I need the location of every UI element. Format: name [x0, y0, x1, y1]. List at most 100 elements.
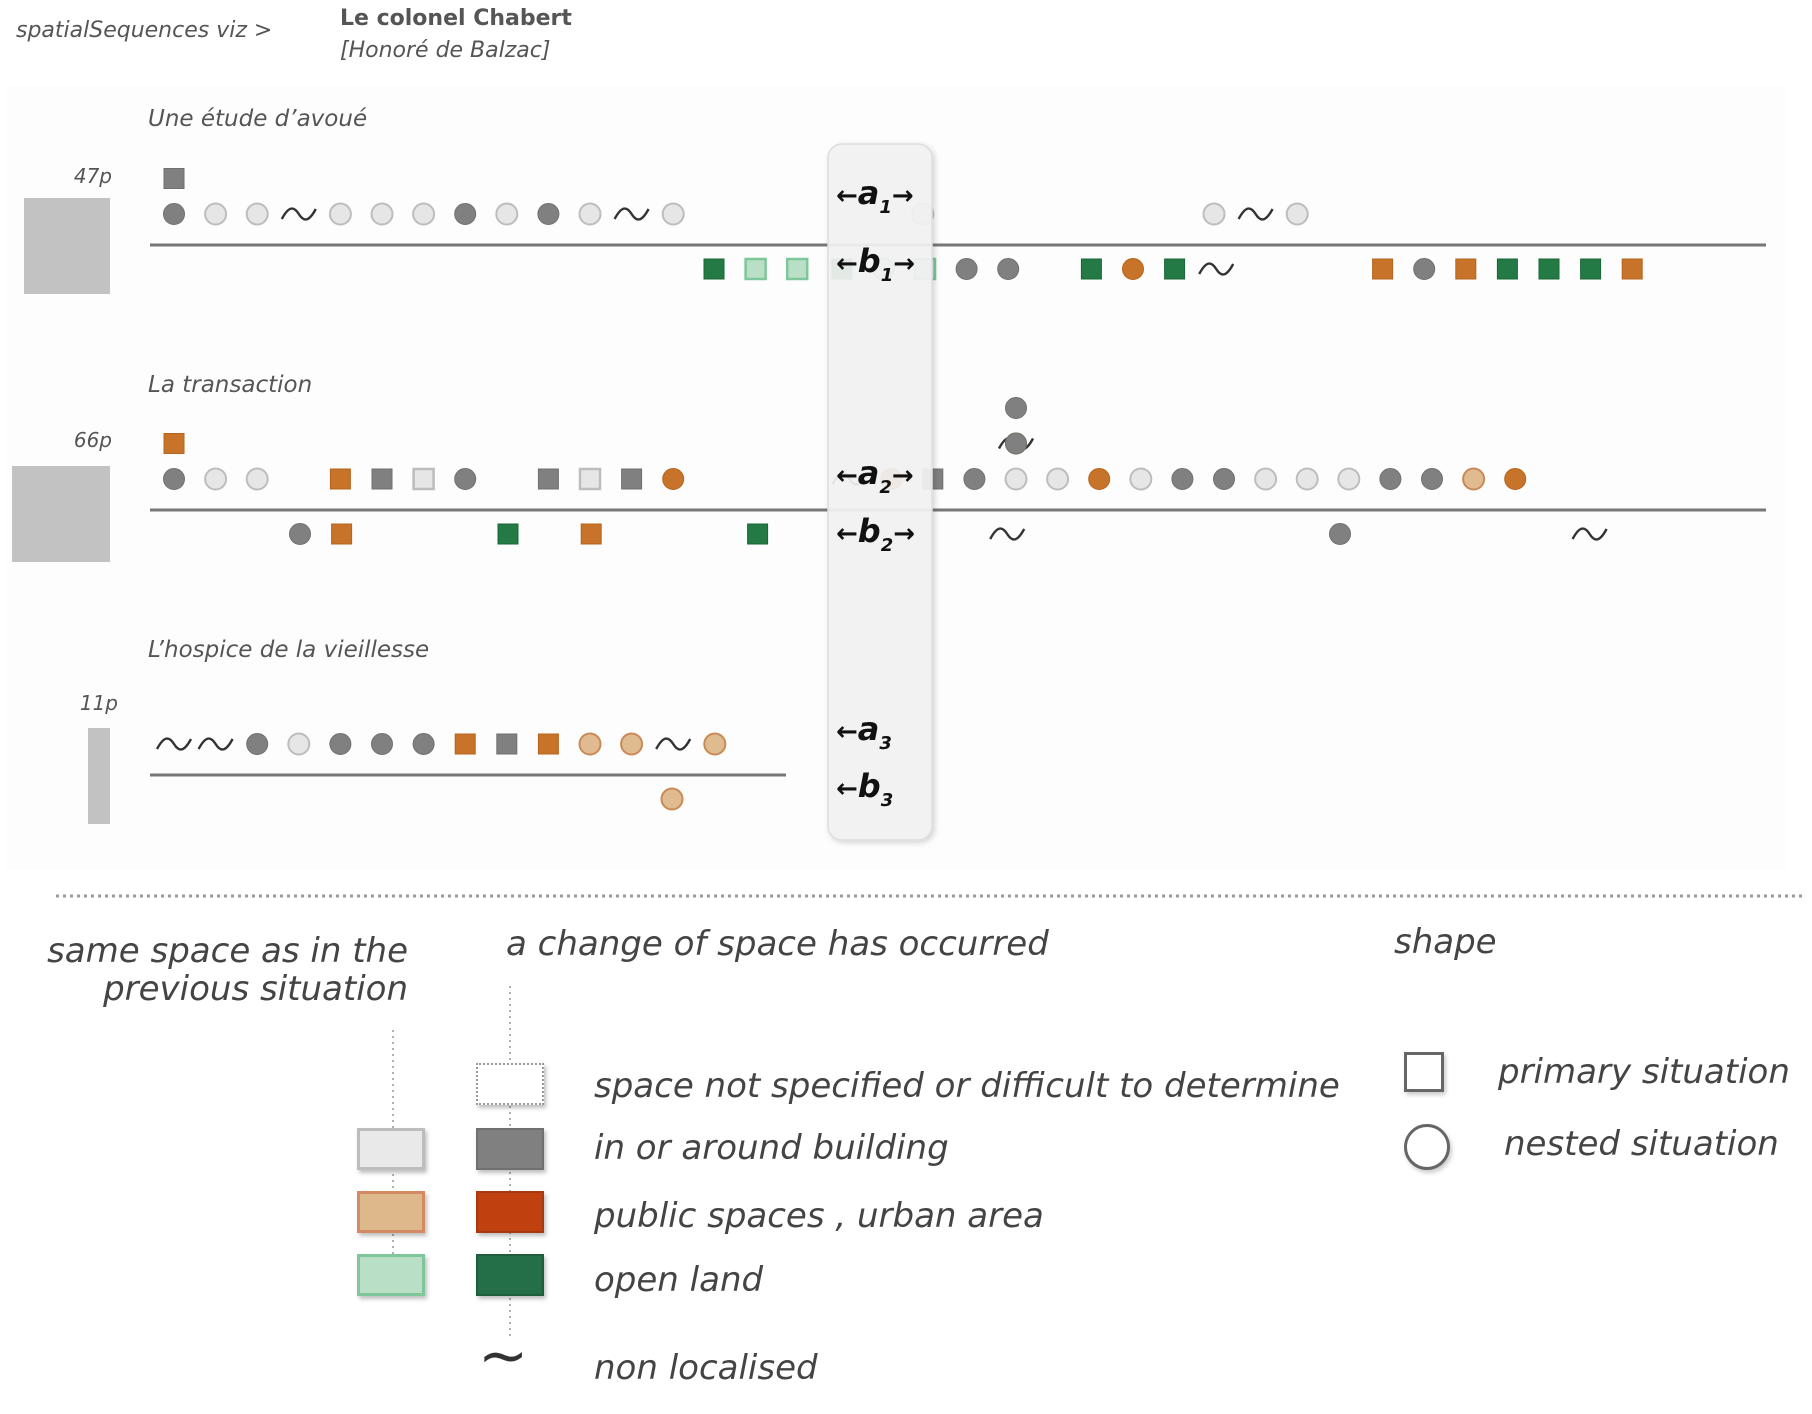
situation-circle[interactable] — [371, 733, 393, 755]
selection-band[interactable] — [827, 143, 933, 841]
situation-circle[interactable] — [204, 467, 228, 491]
situation-circle[interactable] — [578, 202, 602, 226]
situation-circle[interactable] — [1504, 468, 1527, 490]
situation-square[interactable] — [1496, 258, 1518, 280]
situation-square[interactable] — [1621, 258, 1643, 280]
situation-circle[interactable] — [1213, 468, 1235, 490]
situation-square[interactable] — [537, 733, 559, 755]
situation-circle[interactable] — [1122, 258, 1144, 280]
situation-square[interactable] — [496, 733, 518, 755]
marker-right-arrow: → — [893, 519, 915, 549]
marker-letter: a — [858, 710, 880, 748]
situation-circle[interactable] — [454, 468, 477, 490]
situation-square[interactable] — [1164, 258, 1186, 280]
marker-left-arrow: ← — [836, 181, 858, 211]
swatch-open-change — [476, 1254, 544, 1296]
situation-circle[interactable] — [289, 523, 311, 545]
situation-circle[interactable] — [328, 202, 352, 226]
situation-square[interactable] — [1080, 258, 1102, 280]
situation-square[interactable] — [1538, 258, 1560, 280]
situation-circle[interactable] — [1005, 432, 1027, 455]
situation-circle[interactable] — [1171, 468, 1194, 490]
situation-circle[interactable] — [703, 732, 727, 756]
situation-circle[interactable] — [1285, 202, 1309, 226]
situation-circle[interactable] — [1202, 202, 1226, 226]
situation-circle[interactable] — [246, 733, 269, 755]
section-length-bar — [12, 466, 110, 562]
marker-label-a1[interactable]: ←a1→ — [836, 174, 914, 218]
situation-square[interactable] — [578, 467, 602, 491]
marker-left-arrow: ← — [836, 461, 858, 491]
situation-circle[interactable] — [287, 732, 311, 756]
situation-circle[interactable] — [245, 202, 269, 226]
situation-circle[interactable] — [1379, 468, 1402, 490]
marker-label-b1[interactable]: ←b1→ — [836, 242, 915, 286]
situation-circle[interactable] — [1005, 397, 1027, 419]
situation-circle[interactable] — [955, 258, 978, 280]
marker-letter: b — [858, 767, 881, 805]
situation-circle[interactable] — [537, 203, 560, 225]
marker-letter: b — [858, 242, 881, 280]
situation-circle[interactable] — [1329, 523, 1351, 545]
situation-square[interactable] — [497, 523, 519, 545]
situation-circle[interactable] — [578, 732, 602, 756]
situation-square[interactable] — [621, 468, 643, 490]
situation-circle[interactable] — [370, 202, 394, 226]
situation-square[interactable] — [371, 468, 393, 490]
situation-circle[interactable] — [163, 203, 185, 225]
marker-text: ←b2→ — [836, 512, 915, 556]
situation-circle[interactable] — [163, 468, 185, 490]
situation-circle[interactable] — [620, 732, 644, 756]
situation-circle[interactable] — [1462, 467, 1486, 491]
situation-square[interactable] — [454, 733, 476, 755]
breadcrumb[interactable]: spatialSequences viz > — [16, 18, 273, 43]
situation-square[interactable] — [1580, 258, 1602, 280]
marker-label-b3[interactable]: ←b3 — [836, 767, 893, 811]
situation-circle[interactable] — [1088, 468, 1111, 490]
situation-circle[interactable] — [1254, 467, 1278, 491]
situation-circle[interactable] — [662, 468, 685, 490]
situation-circle[interactable] — [245, 467, 269, 491]
section-1: Une étude d’avoué 47p — [24, 106, 1766, 294]
situation-square[interactable] — [785, 257, 809, 281]
situation-square[interactable] — [412, 467, 435, 491]
situation-square[interactable] — [1372, 258, 1394, 280]
situation-circle[interactable] — [329, 733, 352, 755]
situation-circle[interactable] — [412, 733, 435, 755]
marker-label-b2[interactable]: ←b2→ — [836, 512, 915, 556]
situation-square[interactable] — [1455, 258, 1477, 280]
situation-square[interactable] — [329, 468, 351, 490]
situation-circle[interactable] — [1337, 467, 1361, 491]
situation-circle[interactable] — [204, 202, 228, 226]
situation-circle[interactable] — [661, 202, 685, 226]
sequence-visualization: Une étude d’avoué 47p La transaction 66p L’h… — [12, 106, 1766, 841]
situation-square[interactable] — [163, 168, 185, 189]
situation-circle[interactable] — [997, 258, 1020, 280]
situation-square[interactable] — [744, 257, 767, 281]
marker-text: ←a3 — [836, 710, 892, 754]
non-localised-mark — [155, 737, 193, 751]
situation-circle[interactable] — [1129, 467, 1153, 491]
situation-square[interactable] — [537, 468, 559, 490]
situation-circle[interactable] — [1421, 468, 1443, 490]
situation-square[interactable] — [703, 258, 725, 280]
situation-circle[interactable] — [963, 468, 986, 490]
situation-circle[interactable] — [1004, 467, 1028, 491]
situation-square[interactable] — [163, 433, 185, 454]
situation-square[interactable] — [747, 523, 769, 545]
situation-circle[interactable] — [495, 202, 519, 226]
situation-circle[interactable] — [660, 787, 684, 811]
section-length-bar — [24, 198, 110, 294]
situation-circle[interactable] — [454, 203, 477, 225]
swatch-building-same — [357, 1128, 425, 1170]
marker-left-arrow: ← — [836, 249, 858, 279]
swatch-non-localised-icon: ~ — [478, 1321, 529, 1391]
situation-circle[interactable] — [1295, 467, 1319, 491]
marker-label-a3[interactable]: ←a3 — [836, 710, 892, 754]
situation-circle[interactable] — [1046, 467, 1070, 491]
situation-square[interactable] — [580, 523, 602, 545]
situation-circle[interactable] — [1413, 258, 1436, 280]
situation-circle[interactable] — [412, 202, 436, 226]
situation-square[interactable] — [331, 523, 353, 545]
marker-label-a2[interactable]: ←a2→ — [836, 454, 914, 498]
